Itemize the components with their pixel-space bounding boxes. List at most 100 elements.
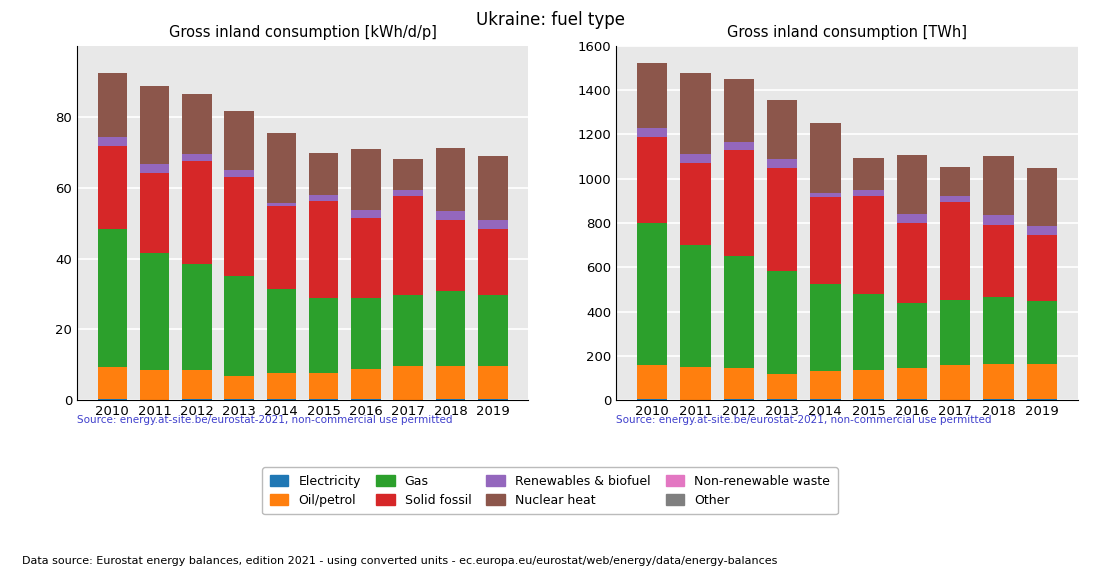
Bar [767,399,798,400]
Bar [983,156,1014,215]
Bar [224,177,254,276]
Bar [98,367,128,399]
Bar [98,229,128,367]
Bar [724,256,754,368]
Bar [811,123,840,193]
Bar [680,245,711,367]
Bar [940,399,970,400]
Bar [266,373,296,399]
Bar [767,374,798,399]
Bar [309,196,339,201]
Text: Source: energy.at-site.be/eurostat-2021, non-commercial use permitted: Source: energy.at-site.be/eurostat-2021,… [77,415,452,424]
Bar [1026,301,1057,364]
Bar [140,164,169,173]
Bar [140,86,169,164]
Bar [724,150,754,256]
Bar [854,399,883,400]
Text: Source: energy.at-site.be/eurostat-2021, non-commercial use permitted: Source: energy.at-site.be/eurostat-2021,… [616,415,991,424]
Bar [309,153,339,196]
Bar [351,399,381,400]
Bar [811,284,840,371]
Bar [680,73,711,154]
Bar [266,133,296,202]
Bar [309,298,339,373]
Bar [767,271,798,374]
Bar [724,368,754,399]
Bar [680,367,711,399]
Bar [637,137,668,223]
Bar [854,293,883,371]
Bar [98,137,128,146]
Bar [477,156,507,220]
Bar [182,154,211,161]
Bar [1026,235,1057,301]
Bar [98,399,128,400]
Bar [351,149,381,209]
Bar [637,399,668,400]
Bar [1026,364,1057,399]
Bar [394,366,424,400]
Bar [724,142,754,150]
Bar [680,163,711,245]
Bar [351,209,381,219]
Bar [309,399,339,400]
Bar [983,399,1014,400]
Text: Ukraine: fuel type: Ukraine: fuel type [475,11,625,29]
Bar [940,365,970,399]
Bar [477,295,507,366]
Bar [436,220,465,291]
Bar [266,399,296,400]
Bar [224,399,254,400]
Bar [680,399,711,400]
Bar [983,364,1014,399]
Bar [140,370,169,400]
Bar [896,223,927,303]
Bar [436,212,465,220]
Bar [182,399,211,400]
Bar [940,300,970,365]
Bar [767,159,798,168]
Bar [767,168,798,271]
Bar [940,196,970,202]
Bar [436,291,465,366]
Bar [983,297,1014,364]
Title: Gross inland consumption [TWh]: Gross inland consumption [TWh] [727,25,967,41]
Legend: Electricity, Oil/petrol, Gas, Solid fossil, Renewables & biofuel, Nuclear heat, : Electricity, Oil/petrol, Gas, Solid foss… [262,467,838,514]
Bar [637,128,668,137]
Bar [983,225,1014,297]
Bar [724,399,754,400]
Title: Gross inland consumption [kWh/d/p]: Gross inland consumption [kWh/d/p] [168,25,437,41]
Bar [477,399,507,400]
Bar [140,173,169,252]
Bar [182,264,211,370]
Bar [811,197,840,284]
Bar [983,215,1014,225]
Bar [351,298,381,369]
Bar [266,289,296,373]
Bar [1026,399,1057,400]
Bar [896,214,927,223]
Bar [637,223,668,365]
Bar [477,220,507,229]
Bar [436,148,465,212]
Bar [351,369,381,399]
Bar [854,196,883,293]
Bar [680,154,711,163]
Bar [854,158,883,190]
Bar [140,252,169,370]
Bar [940,168,970,196]
Bar [811,193,840,197]
Bar [98,146,128,229]
Bar [394,158,424,190]
Bar [637,365,668,399]
Bar [224,170,254,177]
Bar [266,206,296,289]
Bar [266,202,296,206]
Bar [224,376,254,399]
Bar [940,202,970,300]
Text: Data source: Eurostat energy balances, edition 2021 - using converted units - ec: Data source: Eurostat energy balances, e… [22,557,778,566]
Bar [1026,226,1057,235]
Bar [896,303,927,368]
Bar [98,73,128,137]
Bar [854,371,883,399]
